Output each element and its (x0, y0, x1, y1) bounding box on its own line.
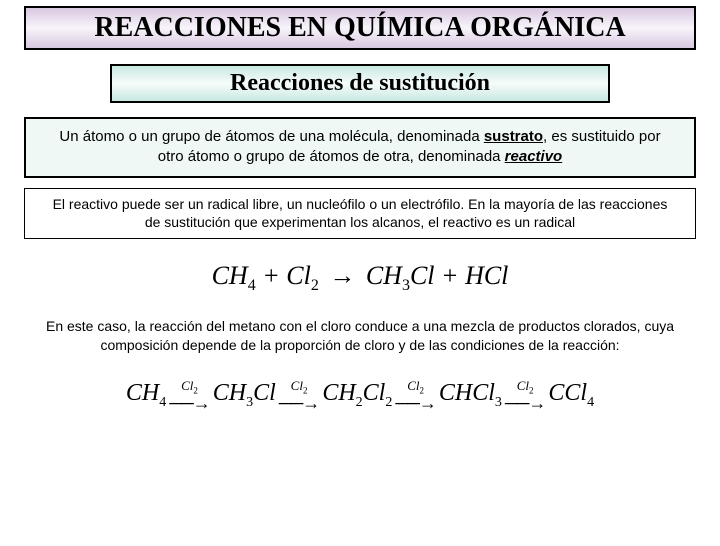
chain-arrow-1: ──→ (169, 394, 210, 412)
chain-arrow-2: ──→ (279, 394, 320, 412)
info-text: El reactivo puede ser un radical libre, … (53, 196, 668, 231)
eq1-3: 3 (402, 277, 410, 294)
chain-sp1: CH3Cl (213, 380, 276, 411)
chain-arrow-3: ──→ (395, 394, 436, 412)
eq1-plus: + Cl (262, 261, 311, 290)
main-title: REACCIONES EN QUÍMICA ORGÁNICA (34, 12, 686, 44)
chain-sp3: CHCl3 (439, 380, 502, 411)
chain-step-3: Cl2 ──→ (395, 379, 436, 412)
subtitle-box: Reacciones de sustitución (110, 64, 610, 103)
eq1-cl: Cl + HCl (410, 261, 508, 290)
chain-arrow-4: ──→ (505, 394, 546, 412)
chain-step-4: Cl2 ──→ (505, 379, 546, 412)
eq1-ch: CH (212, 261, 248, 290)
equation-main: CH4 + Cl2 → CH3Cl + HCl (0, 261, 720, 295)
caption-text: En este caso, la reacción del metano con… (40, 317, 680, 355)
eq1-ch3: CH (366, 261, 402, 290)
chain-sp0: CH4 (126, 380, 166, 411)
main-title-box: REACCIONES EN QUÍMICA ORGÁNICA (24, 6, 696, 50)
definition-box: Un átomo o un grupo de átomos de una mol… (24, 117, 696, 178)
eq1-2: 2 (311, 277, 319, 294)
chain-step-1: Cl2 ──→ (169, 379, 210, 412)
eq1-4: 4 (248, 277, 256, 294)
info-box: El reactivo puede ser un radical libre, … (24, 188, 696, 240)
chain-sp2: CH2Cl2 (322, 380, 392, 411)
subtitle: Reacciones de sustitución (120, 70, 600, 97)
chain-sp4: CCl4 (548, 380, 594, 411)
eq1-arrow: → (325, 261, 366, 290)
chain-step-2: Cl2 ──→ (279, 379, 320, 412)
definition-sustrato: sustrato (484, 128, 543, 145)
definition-reactivo: reactivo (505, 148, 563, 165)
definition-pre: Un átomo o un grupo de átomos de una mol… (59, 128, 483, 145)
equation-chain: CH4 Cl2 ──→ CH3Cl Cl2 ──→ CH2Cl2 Cl2 ──→… (10, 379, 710, 412)
